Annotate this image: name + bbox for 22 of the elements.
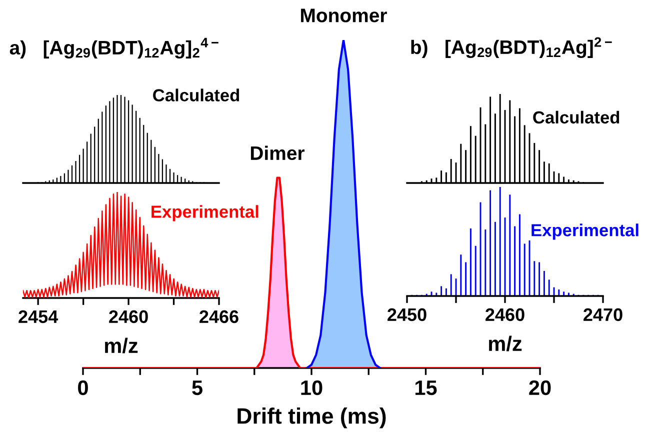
x-axis-title: m/z [105, 338, 138, 354]
series-label: Calculated [153, 88, 240, 102]
x-tick-label: 2470 [584, 308, 622, 322]
x-tick-label: 0 [78, 380, 88, 396]
x-tick-label: 20 [529, 380, 551, 396]
x-tick-label: 2460 [109, 310, 148, 324]
series-label: Experimental [532, 224, 638, 240]
x-tick-label: 10 [301, 380, 322, 396]
series-label: Dimer [250, 146, 304, 160]
x-tick-label: 2466 [200, 310, 238, 324]
x-tick-label: 2454 [18, 310, 58, 324]
series-label: Calculated [533, 110, 620, 124]
x-tick-label: 2450 [388, 308, 426, 322]
chart-title: b) [Ag$_{29}$(BDT)$_{12}$Ag]$^{2−}$ [411, 37, 612, 58]
series-label: Experimental [152, 205, 258, 222]
chart-title: a) [Ag$_{29}$(BDT)$_{12}$Ag]$_{2}$$^{4−}$ [10, 38, 218, 59]
series-label: Monomer [301, 8, 387, 22]
x-tick-label: 2460 [486, 308, 524, 322]
x-tick-label: 15 [415, 380, 437, 396]
x-axis-title: Drift time (ms) [238, 408, 386, 428]
x-tick-label: 5 [192, 380, 202, 396]
x-axis-title: m/z [489, 336, 522, 352]
